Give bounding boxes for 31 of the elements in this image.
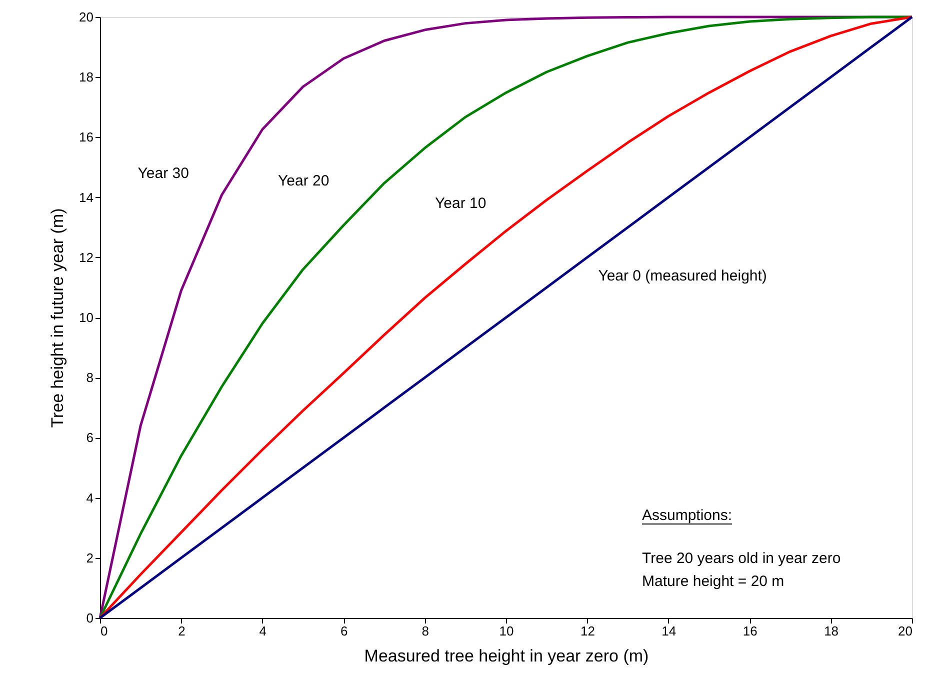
x-tick-label: 14 [662,624,676,638]
text: Year 20 [278,172,330,190]
text: Year 30 [138,164,189,182]
y-tick-label: 6 [86,430,94,446]
y-tick-label: 4 [86,490,94,506]
y-axis-title: Tree height in future year (m) [48,208,68,428]
x-tick-label: 10 [499,624,514,638]
series-label: Year 10 [435,194,486,212]
x-tick-label: 16 [742,624,758,638]
x-tick-label: 20 [898,624,912,638]
x-tick-label: 0 [100,624,108,638]
annotation: Mature height = 20 m [642,573,784,590]
x-tick-label: 8 [422,624,429,638]
annotation: Assumptions: [642,507,732,524]
y-tick-label: 2 [86,550,94,566]
x-tick-label: 6 [340,624,348,638]
x-tick-label: 18 [824,624,839,638]
x-tick-label: 12 [580,624,595,638]
x-tick-label: 4 [259,624,267,638]
x-tick-label: 2 [178,624,186,638]
y-tick-label: 18 [79,70,94,85]
y-tick-label: 10 [79,310,94,325]
y-tick-label: 20 [79,10,94,24]
y-tick-label: 16 [79,130,94,145]
y-tick-label: 14 [79,190,94,205]
annotation: Tree 20 years old in year zero [642,550,841,567]
series-label: Year 0 (measured height) [598,267,767,284]
y-tick-label: 8 [86,370,94,386]
x-axis-title: Measured tree height in year zero (m) [364,646,649,666]
y-tick-label: 12 [79,250,94,265]
y-tick-label: 0 [86,610,94,626]
